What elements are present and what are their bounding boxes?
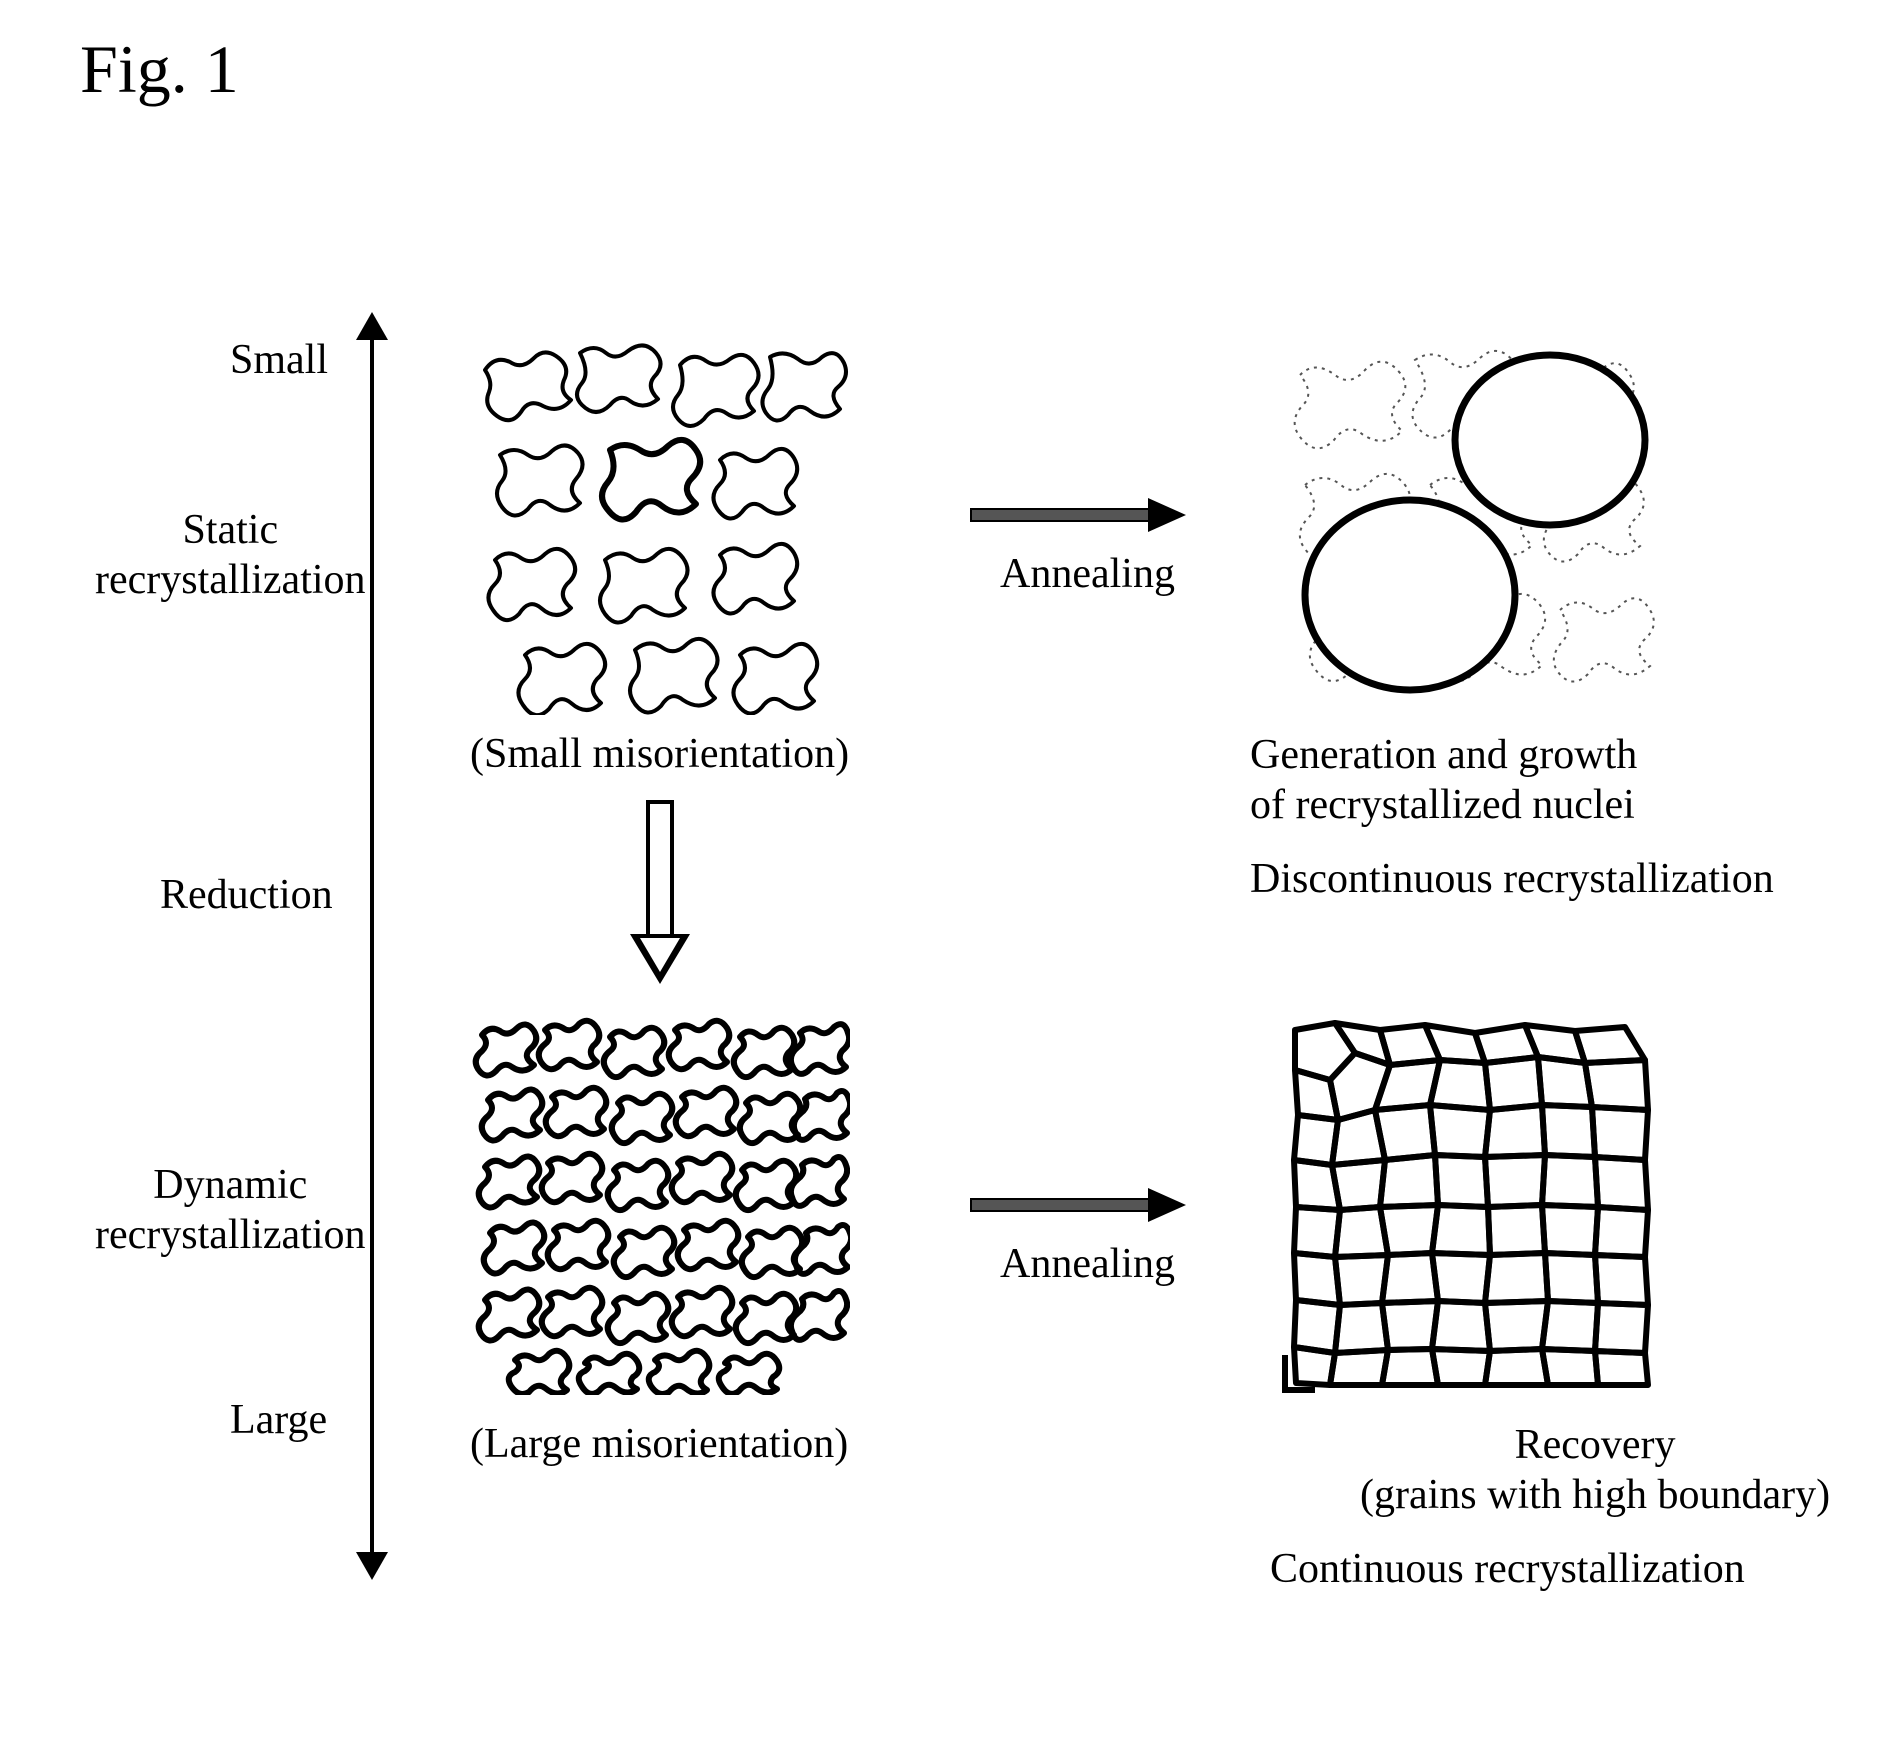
label-annealing-top: Annealing bbox=[1000, 550, 1175, 598]
microstructure-small-misorientation bbox=[470, 335, 850, 715]
caption-small-misorientation: (Small misorientation) bbox=[470, 730, 849, 778]
caption-large-misorientation: (Large misorientation) bbox=[470, 1420, 848, 1468]
axis-arrow-down-icon bbox=[356, 1552, 388, 1580]
label-annealing-bottom: Annealing bbox=[1000, 1240, 1175, 1288]
text-recovery-line1: Recovery bbox=[1515, 1422, 1676, 1468]
text-continuous-recrystallization: Continuous recrystallization bbox=[1270, 1545, 1745, 1593]
arrow-annealing-bottom-icon bbox=[970, 1190, 1190, 1220]
axis-label-dynamic-recrystallization: Dynamic recrystallization bbox=[95, 1160, 366, 1261]
axis-label-large: Large bbox=[230, 1395, 327, 1445]
axis-label-dynamic-line1: Dynamic bbox=[153, 1162, 307, 1208]
arrow-reduction-icon bbox=[630, 800, 690, 990]
text-nuclei-line1: Generation and growth bbox=[1250, 732, 1637, 778]
arrow-annealing-top-icon bbox=[970, 500, 1190, 530]
text-discontinuous-recrystallization: Discontinuous recrystallization bbox=[1250, 855, 1774, 903]
microstructure-large-misorientation bbox=[470, 1015, 850, 1395]
text-nuclei-line2: of recrystallized nuclei bbox=[1250, 782, 1635, 828]
microstructure-discontinuous-recrystallization bbox=[1280, 335, 1660, 715]
axis-label-small: Small bbox=[230, 335, 328, 385]
axis-label-static-line1: Static bbox=[182, 507, 278, 553]
axis-label-dynamic-line2: recrystallization bbox=[95, 1212, 366, 1258]
microstructure-continuous-recrystallization bbox=[1280, 1015, 1660, 1395]
axis-label-static-recrystallization: Static recrystallization bbox=[95, 505, 366, 606]
axis-label-reduction: Reduction bbox=[160, 870, 333, 920]
axis-line bbox=[370, 330, 374, 1560]
figure-title: Fig. 1 bbox=[80, 30, 239, 109]
axis-label-static-line2: recrystallization bbox=[95, 557, 366, 603]
text-recovery: Recovery (grains with high boundary) bbox=[1360, 1420, 1830, 1521]
text-nuclei-generation: Generation and growth of recrystallized … bbox=[1250, 730, 1637, 831]
text-recovery-line2: (grains with high boundary) bbox=[1360, 1472, 1830, 1518]
